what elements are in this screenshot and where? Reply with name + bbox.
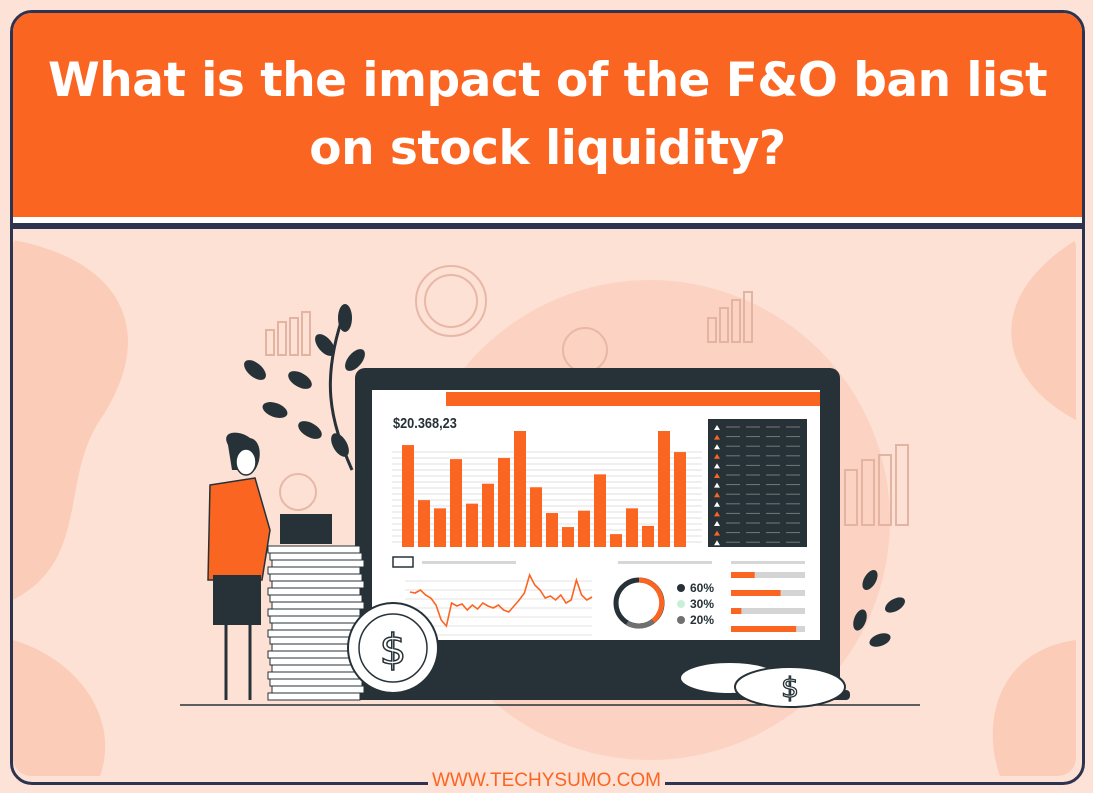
plant-leaves — [244, 304, 905, 647]
legend-dot — [677, 600, 685, 608]
donut-legend-label: 20% — [690, 613, 715, 627]
progress-fill — [731, 572, 755, 578]
progress-fill — [731, 608, 742, 614]
balance-amount: $20.368,23 — [393, 415, 457, 432]
legend-dot — [677, 584, 685, 592]
woman-figure — [207, 432, 332, 700]
arrow-up-icon — [714, 521, 720, 526]
bar — [562, 527, 574, 547]
frame: What is the impact of the F&O ban list o… — [10, 10, 1085, 785]
bg-blob — [13, 240, 128, 600]
bar — [514, 431, 526, 547]
arrow-down-icon — [714, 511, 720, 517]
coin — [267, 650, 361, 659]
divider — [13, 223, 1082, 229]
bar — [546, 513, 558, 547]
coin — [271, 685, 365, 694]
coin — [269, 594, 363, 603]
bar — [498, 457, 510, 547]
arrow-up-icon — [714, 501, 720, 507]
bar-chart-icon — [265, 291, 909, 526]
coin — [267, 608, 361, 617]
website-url[interactable]: WWW.TECHYSUMO.COM — [427, 770, 666, 792]
coin — [267, 692, 361, 701]
arrow-down-icon — [714, 473, 720, 478]
divider — [13, 217, 1082, 223]
bar — [642, 525, 654, 547]
coin — [271, 601, 365, 610]
bar — [594, 474, 606, 547]
coin — [269, 573, 363, 582]
arrow-down-icon — [714, 530, 720, 536]
arrow-up-icon — [714, 463, 720, 469]
coin — [269, 657, 363, 666]
bar — [466, 503, 478, 547]
coin — [271, 559, 365, 568]
bar — [482, 483, 494, 547]
data-table — [708, 419, 807, 547]
coin — [267, 545, 361, 554]
bar — [434, 508, 446, 547]
coin — [269, 615, 363, 624]
page-title: What is the impact of the F&O ban list o… — [47, 53, 1048, 176]
arrow-up-icon — [714, 425, 720, 430]
bar — [530, 487, 542, 547]
arrow-down-icon — [714, 492, 720, 498]
svg-text:$: $ — [380, 625, 407, 674]
arrow-up-icon — [714, 540, 720, 546]
progress-track — [731, 608, 805, 614]
legend-dot — [677, 616, 685, 624]
footer: WWW.TECHYSUMO.COM — [0, 770, 1093, 792]
bar — [658, 431, 670, 547]
bg-blob — [1011, 240, 1076, 420]
cash-icon — [392, 556, 414, 568]
bg-blob — [13, 640, 106, 776]
coin — [271, 664, 365, 673]
svg-text:$: $ — [781, 671, 799, 704]
progress-fill — [731, 590, 781, 596]
coin — [269, 552, 363, 561]
bar — [674, 452, 686, 547]
bar-chart — [402, 431, 686, 547]
bar — [626, 508, 638, 547]
progress-fill — [731, 626, 797, 632]
arrow-up-icon — [714, 482, 720, 488]
line-chart — [409, 572, 593, 628]
arrow-down-icon — [714, 434, 720, 440]
bg-blob — [992, 640, 1076, 776]
header-banner: What is the impact of the F&O ban list o… — [13, 13, 1082, 217]
coin — [271, 580, 365, 589]
bar — [418, 500, 430, 547]
coin-stack — [267, 545, 365, 701]
bar — [578, 510, 590, 547]
arrow-down-icon — [714, 453, 720, 459]
donut-chart — [613, 577, 665, 629]
coin — [267, 587, 361, 596]
dollar-coin-icon: $ $ — [347, 602, 846, 708]
donut-legend-label: 60% — [690, 581, 715, 595]
bar — [450, 459, 462, 547]
donut-legend-label: 30% — [690, 597, 715, 611]
screen-header-bar — [446, 392, 820, 406]
coin — [267, 566, 361, 575]
progress-track — [731, 572, 805, 578]
coin — [267, 629, 361, 638]
bar — [402, 445, 414, 547]
bar — [610, 534, 622, 547]
arrow-up-icon — [714, 444, 720, 450]
coin — [269, 678, 363, 687]
coin — [271, 622, 365, 631]
coin — [267, 671, 361, 680]
